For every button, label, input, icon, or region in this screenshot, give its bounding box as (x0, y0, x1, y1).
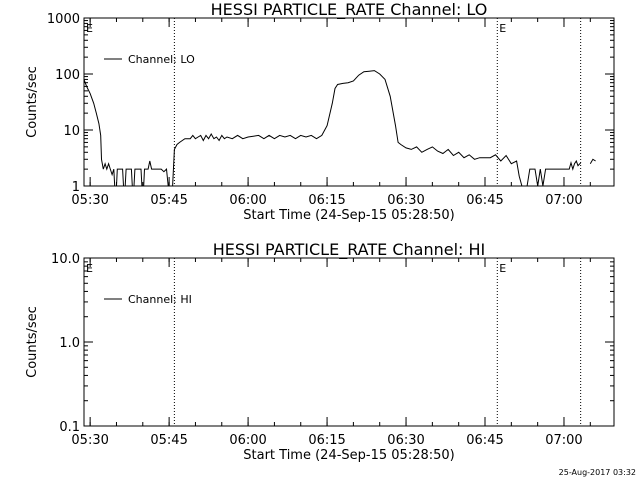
chart-lo-panel: HESSI PARTICLE_RATE Channel: LO 05:30 05:4… (25, 0, 615, 223)
y-tick-label: 1000 (47, 12, 80, 27)
x-tick-label: 06:15 (308, 433, 345, 448)
footer-timestamp: 25-Aug-2017 03:32 (559, 468, 636, 477)
x-tick-label: 06:45 (466, 433, 503, 448)
y-tick-label: 100 (55, 68, 80, 83)
x-tick-label: 06:15 (308, 193, 345, 208)
legend-entry: Channel: HI (128, 293, 192, 306)
legend-entry: Channel: LO (128, 53, 195, 66)
x-axis-label: Start Time (24-Sep-15 05:28:50) (243, 448, 454, 463)
x-tick-label: 07:00 (545, 193, 582, 208)
x-tick-label: 05:45 (150, 433, 187, 448)
plot-frame (83, 257, 615, 427)
y-tick-label: 10 (63, 124, 80, 139)
y-axis-label: Counts/sec (25, 306, 40, 378)
y-tick-label: 0.1 (59, 420, 80, 435)
event-marker-label: E (499, 262, 506, 275)
chart-title-hi: HESSI PARTICLE_RATE Channel: HI (213, 240, 486, 260)
x-tick-label: 07:00 (545, 433, 582, 448)
x-tick-label: 06:30 (387, 193, 424, 208)
chart-title-lo: HESSI PARTICLE_RATE Channel: LO (211, 0, 488, 20)
series-line-lo (83, 70, 582, 187)
y-tick-label: 1 (72, 180, 80, 195)
plot-frame (83, 17, 615, 187)
x-tick-label: 06:45 (466, 193, 503, 208)
y-axis-label: Counts/sec (25, 66, 40, 138)
event-marker-label: E (86, 262, 93, 275)
x-tick-label: 05:30 (71, 433, 108, 448)
x-tick-label: 06:00 (229, 433, 266, 448)
event-marker-label: E (499, 22, 506, 35)
x-axis-label: Start Time (24-Sep-15 05:28:50) (243, 208, 454, 223)
series-line-lo (589, 158, 596, 164)
event-marker-label: E (86, 22, 93, 35)
x-tick-label: 06:30 (387, 433, 424, 448)
x-tick-label: 06:00 (229, 193, 266, 208)
y-tick-label: 10.0 (51, 252, 80, 267)
chart-hi-panel: HESSI PARTICLE_RATE Channel: HI 05:30 05:4… (25, 240, 615, 463)
x-tick-label: 05:45 (150, 193, 187, 208)
x-tick-label: 05:30 (71, 193, 108, 208)
y-tick-label: 1.0 (59, 336, 80, 351)
